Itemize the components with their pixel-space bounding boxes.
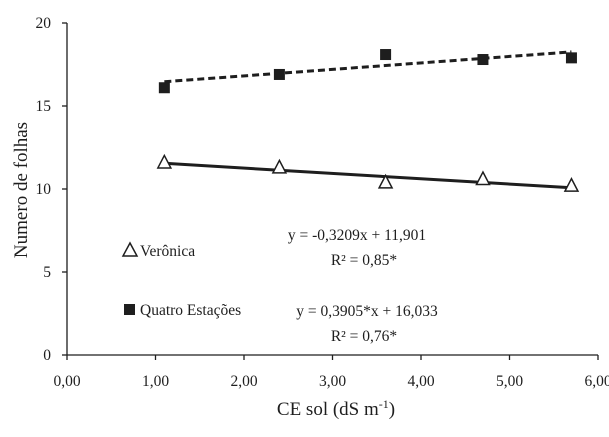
x-tick-label: 5,00 xyxy=(496,373,523,390)
legend-label-quatro-estacoes: Quatro Estações xyxy=(140,302,241,319)
y-tick-label: 15 xyxy=(36,98,52,115)
x-tick-label: 4,00 xyxy=(407,373,434,390)
trend-line-quatro-estacoes xyxy=(164,52,571,82)
trend-lines xyxy=(164,52,571,188)
data-point-veronica xyxy=(565,179,578,192)
r2-quatro-estacoes: R² = 0,76* xyxy=(331,328,398,345)
x-tick-label: 0,00 xyxy=(53,373,80,390)
y-tick-label: 5 xyxy=(43,264,51,281)
x-axis-title-superscript: -1 xyxy=(379,397,389,411)
data-points xyxy=(158,49,578,191)
legend-item-quatro-estacoes: Quatro Estações xyxy=(124,302,241,319)
x-axis-title-close: ) xyxy=(389,399,395,420)
data-point-veronica xyxy=(476,172,489,185)
data-point-veronica xyxy=(158,155,171,168)
legend-marker-triangle xyxy=(123,243,137,256)
y-axis-title: Numero de folhas xyxy=(11,122,32,258)
equation-quatro-estacoes: y = 0,3905*x + 16,033 xyxy=(296,303,438,320)
x-tick-label: 3,00 xyxy=(319,373,346,390)
y-tick-label: 20 xyxy=(36,15,52,32)
data-point-quatro-estacoes xyxy=(380,49,391,60)
x-tick-label: 6,00 xyxy=(584,373,609,390)
data-point-quatro-estacoes xyxy=(159,82,170,93)
y-tick-label: 10 xyxy=(36,181,52,198)
r2-veronica: R² = 0,85* xyxy=(331,252,398,269)
data-point-quatro-estacoes xyxy=(274,69,285,80)
x-axis-title-text: CE sol (dS m xyxy=(277,399,379,420)
legend-marker-square xyxy=(124,304,135,315)
x-tick-label: 1,00 xyxy=(142,373,169,390)
equation-veronica: y = -0,3209x + 11,901 xyxy=(288,227,426,244)
x-axis-title: CE sol (dS m-1) xyxy=(277,397,395,420)
y-tick-label: 0 xyxy=(43,347,51,364)
data-point-quatro-estacoes xyxy=(566,52,577,63)
trend-line-veronica xyxy=(164,163,571,188)
x-tick-label: 2,00 xyxy=(230,373,257,390)
data-point-quatro-estacoes xyxy=(477,54,488,65)
legend-item-veronica: Verônica xyxy=(123,243,195,260)
legend-label-veronica: Verônica xyxy=(140,243,195,260)
data-point-veronica xyxy=(273,160,286,173)
